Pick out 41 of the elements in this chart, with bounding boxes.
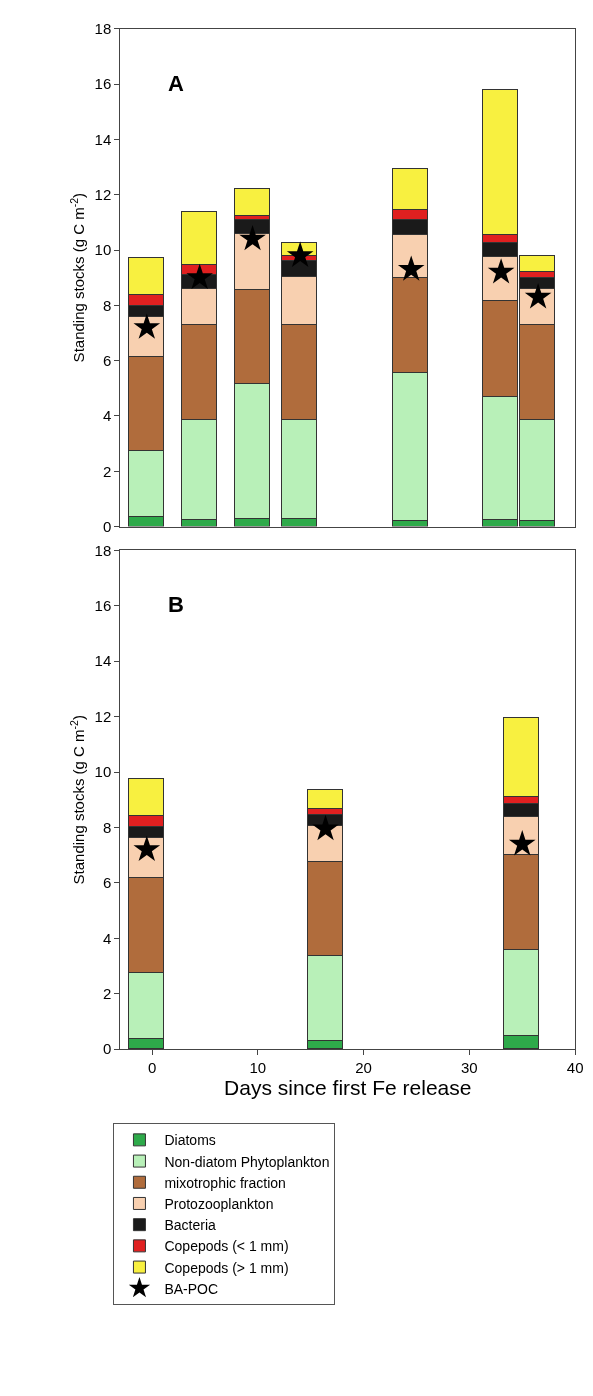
- y-tick-label: 8: [102, 296, 112, 314]
- x-axis-title: Days since first Fe release: [224, 1076, 472, 1100]
- legend-label: Copepods (< 1 mm): [164, 1238, 289, 1255]
- y-tick-label: 16: [94, 75, 112, 93]
- legend-label: Protozooplankton: [164, 1195, 274, 1212]
- legend-label: Copepods (> 1 mm): [164, 1259, 289, 1276]
- y-tick-label: 16: [94, 597, 112, 615]
- y-tick-label: 2: [102, 985, 112, 1002]
- y-tick-label: 2: [102, 462, 112, 480]
- point: [239, 224, 266, 251]
- y-tick-label: 10: [94, 241, 112, 259]
- legend-label: Bacteria: [164, 1217, 217, 1234]
- text: A: [168, 71, 184, 96]
- y-tick-label: 18: [94, 541, 112, 559]
- x-tick-label: 30: [461, 1059, 478, 1077]
- point: [186, 263, 213, 290]
- legend-label: mixotrophic fraction: [164, 1174, 286, 1191]
- y-tick-label: 12: [94, 185, 112, 203]
- point: [312, 814, 339, 841]
- y-tick-label: 6: [102, 351, 112, 369]
- bar: [234, 187, 271, 216]
- y-tick-label: 10: [94, 763, 112, 781]
- text: B: [168, 592, 184, 617]
- point: [286, 241, 314, 267]
- legend-label: Diatoms: [164, 1132, 216, 1149]
- y-tick-label: 6: [102, 874, 112, 892]
- legend-label: Non-diatom Phytoplankton: [164, 1153, 330, 1170]
- y-tick-label: 14: [94, 130, 112, 148]
- y-tick-label: 12: [94, 707, 112, 725]
- x-tick-label: 40: [566, 1059, 584, 1077]
- y-tick-label: 8: [102, 818, 112, 836]
- y-tick-label: 4: [102, 407, 112, 425]
- x-tick-label: 20: [355, 1059, 372, 1077]
- y-tick-label: 0: [102, 1040, 112, 1058]
- legend-label: BA-POC: [164, 1280, 219, 1297]
- y-tick-label: 4: [102, 929, 112, 947]
- y-tick-label: 0: [102, 517, 112, 535]
- y-tick-label: 18: [94, 20, 112, 38]
- x-tick-label: 0: [147, 1059, 157, 1077]
- y-tick-label: 14: [94, 652, 112, 670]
- x-tick-label: 10: [249, 1059, 267, 1077]
